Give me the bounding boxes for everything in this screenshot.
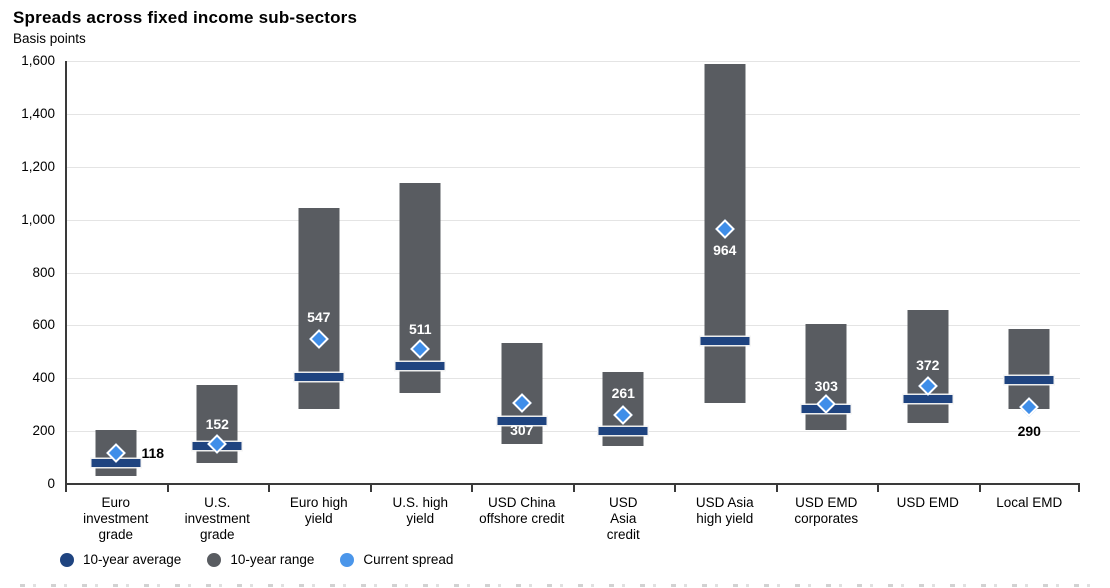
bar-group: 303 (776, 61, 878, 484)
value-label: 290 (1017, 423, 1041, 440)
bar-group: 964 (674, 61, 776, 484)
bar-group: 307 (471, 61, 573, 484)
average-marker (497, 416, 547, 425)
x-category-label: USD EMD corporates (794, 495, 859, 526)
x-axis-tick (369, 485, 372, 492)
x-category-label: USD Asia high yield (695, 495, 754, 526)
y-tick-label: 200 (32, 423, 55, 439)
bar-group: 372 (877, 61, 979, 484)
gridline-200 (65, 431, 1080, 433)
x-category-label: USD Asia credit (606, 495, 640, 542)
value-label: 303 (814, 377, 838, 394)
average-marker (395, 361, 445, 370)
bar-slots: 118 152 547 511 307 261 964 303 372 290 (65, 61, 1080, 484)
chart-y-axis-unit: Basis points (13, 31, 86, 46)
x-axis-tick (65, 485, 67, 492)
x-axis-tick (674, 485, 676, 492)
y-axis-labels: 1,600 1,400 1,200 1,000 800 600 400 200 0 (0, 53, 55, 491)
legend-10-year-average-icon (60, 552, 74, 567)
average-marker (700, 337, 750, 346)
value-label: 372 (916, 356, 940, 373)
value-label: 511 (408, 320, 432, 337)
range-bar (1008, 329, 1050, 409)
x-category-label: U.S. high yield (392, 495, 449, 526)
value-label: 261 (611, 384, 635, 401)
x-axis-tick (877, 485, 879, 492)
value-label: 547 (307, 309, 331, 326)
gridline-1600 (65, 61, 1080, 62)
bar-group: 547 (268, 61, 370, 484)
chart-title: Spreads across fixed income sub-sectors (13, 8, 358, 27)
bar-group: 152 (167, 61, 269, 484)
y-tick-label: 1,200 (21, 158, 55, 174)
x-axis-line (65, 483, 1080, 485)
y-tick-label: 800 (32, 264, 55, 280)
gridline-400 (65, 378, 1080, 380)
plot-area: 118 152 547 511 307 261 964 303 372 290 (65, 61, 1080, 492)
x-axis-tick (978, 485, 981, 492)
cropped-footnote-line (20, 584, 1090, 587)
y-tick-label: 1,000 (21, 211, 55, 227)
bar-group: 511 (370, 61, 472, 484)
gridline-600 (65, 325, 1080, 327)
x-category-label: USD EMD (896, 495, 959, 510)
x-category-label: U.S. investment grade (184, 495, 250, 542)
range-bar (907, 309, 949, 424)
x-axis-tick (471, 485, 473, 492)
gridline-1200 (65, 166, 1080, 168)
x-category-label: Euro investment grade (83, 495, 149, 542)
y-axis-line (65, 61, 67, 484)
legend-label: 10-year average (83, 552, 182, 567)
gridline-800 (65, 272, 1080, 274)
y-tick-label: 600 (32, 317, 55, 333)
legend-label: 10-year range (230, 552, 315, 567)
x-category-label: Local EMD (996, 495, 1063, 510)
average-marker (903, 395, 953, 404)
legend-item: 10-year average (60, 552, 181, 567)
x-axis-tick (775, 485, 778, 492)
x-axis-tick (572, 485, 575, 492)
x-axis-tick (268, 485, 270, 492)
bar-group: 118 (65, 61, 167, 484)
gridline-1400 (65, 113, 1080, 115)
average-marker (294, 372, 344, 381)
average-marker (91, 459, 141, 468)
legend-10-year-range-icon (207, 552, 222, 567)
y-tick-label: 0 (47, 476, 55, 491)
gridline-1000 (65, 219, 1080, 221)
x-axis-tick (1078, 485, 1080, 492)
y-tick-label: 1,600 (21, 53, 55, 68)
legend-current-spread-icon (340, 552, 355, 567)
value-label: 118 (141, 444, 165, 461)
x-axis-category-labels: Euro investment grade U.S. investment grade Eu… (65, 495, 1080, 543)
y-tick-label: 1,400 (21, 105, 55, 121)
legend-item: 10-year range (207, 552, 314, 567)
legend-label: Current spread (363, 552, 454, 567)
average-marker (598, 427, 648, 436)
x-category-label: Euro high yield (289, 495, 348, 526)
x-category-label: USD China offshore credit (479, 495, 565, 526)
value-label: 307 (510, 421, 534, 438)
bar-group: 261 (573, 61, 675, 484)
x-axis-tick (166, 485, 169, 492)
bar-group: 290 (979, 61, 1081, 484)
value-label: 964 (713, 242, 737, 259)
y-tick-label: 400 (32, 370, 55, 386)
legend: 10-year average 10-year range Current spre… (60, 552, 453, 567)
legend-item: Current spread (340, 552, 453, 567)
average-marker (1004, 375, 1054, 384)
value-label: 152 (205, 415, 229, 432)
